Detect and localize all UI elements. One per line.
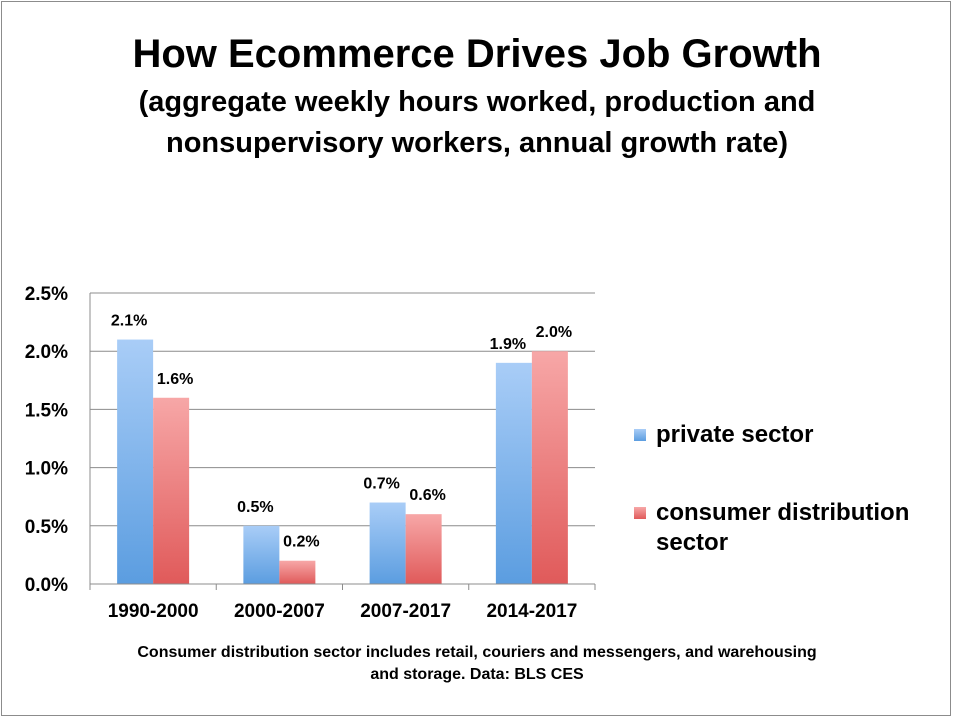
data-label: 0.6%	[409, 487, 445, 504]
chart-title: How Ecommerce Drives Job Growth	[132, 32, 822, 76]
legend-label-private-sector: private sector	[656, 421, 814, 448]
y-tick-label: 2.5%	[25, 284, 68, 305]
y-tick-label: 1.5%	[25, 400, 68, 421]
title-block: How Ecommerce Drives Job Growth (aggrega…	[0, 30, 954, 164]
data-label: 0.5%	[237, 499, 273, 516]
footnote-text: Consumer distribution sector includes re…	[137, 644, 817, 683]
legend-item-consumer-distribution-sector: consumer distribution sector	[634, 498, 944, 558]
y-tick-label: 0.0%	[25, 575, 68, 596]
data-label: 0.7%	[363, 476, 399, 493]
y-tick-label: 1.0%	[25, 459, 68, 480]
bar-consumer-distribution-sector-2007-2017	[405, 514, 442, 584]
chart-footnote: Consumer distribution sector includes re…	[0, 642, 954, 686]
x-category-label: 2007-2017	[360, 601, 451, 622]
x-category-label: 1990-2000	[108, 601, 199, 622]
bar-private-sector-1990-2000	[117, 339, 154, 584]
bar-private-sector-2007-2017	[369, 502, 406, 584]
chart-subtitle: (aggregate weekly hours worked, producti…	[138, 86, 816, 159]
legend-item-private-sector: private sector	[634, 420, 944, 450]
bar-private-sector-2014-2017	[495, 362, 532, 584]
data-label: 1.9%	[490, 336, 526, 353]
legend-label-consumer-distribution-sector: consumer distribution sector	[656, 499, 910, 556]
legend: private sector consumer distribution sec…	[634, 420, 944, 606]
bar-consumer-distribution-sector-2000-2007	[279, 560, 316, 584]
bar-private-sector-2000-2007	[243, 525, 280, 584]
bar-consumer-distribution-sector-2014-2017	[531, 351, 568, 584]
y-tick-label: 0.5%	[25, 517, 68, 538]
y-tick-label: 2.0%	[25, 342, 68, 363]
x-category-label: 2000-2007	[234, 601, 325, 622]
data-label: 2.1%	[111, 313, 147, 330]
legend-swatch-consumer-distribution-sector	[634, 507, 646, 519]
data-label: 1.6%	[157, 371, 193, 388]
bar-consumer-distribution-sector-1990-2000	[153, 397, 190, 584]
data-label: 2.0%	[536, 324, 572, 341]
legend-swatch-private-sector	[634, 429, 646, 441]
data-label: 0.2%	[283, 534, 319, 551]
x-category-label: 2014-2017	[486, 601, 577, 622]
